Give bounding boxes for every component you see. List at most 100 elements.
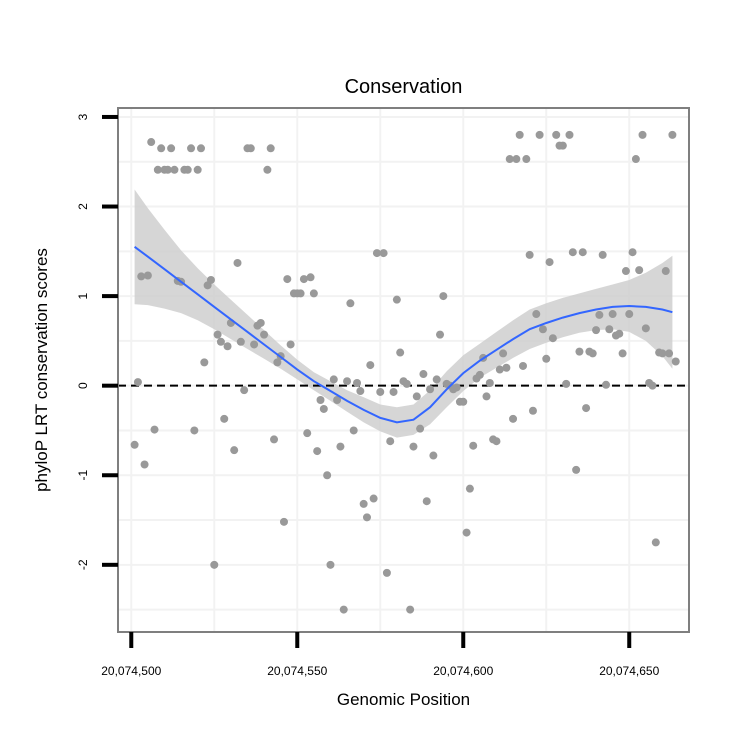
data-point (602, 380, 611, 389)
data-point (668, 130, 677, 139)
data-point (439, 292, 448, 301)
data-point (157, 144, 166, 153)
axes: 20,074,500 20,074,550 20,074,600 20,074,650… (76, 113, 660, 678)
data-point (200, 358, 209, 367)
data-point (548, 334, 557, 343)
data-point (592, 326, 601, 335)
data-point (250, 340, 259, 349)
data-point (436, 330, 445, 339)
data-point (429, 451, 438, 460)
data-point (416, 424, 425, 433)
data-point (565, 130, 574, 139)
data-point (206, 275, 215, 284)
data-point (296, 289, 305, 298)
data-point (658, 349, 667, 358)
data-point (638, 130, 647, 139)
data-point (153, 165, 162, 174)
x-tick-label: 20,074,550 (267, 664, 327, 678)
data-point (353, 378, 362, 387)
data-point (485, 378, 494, 387)
data-point (528, 406, 537, 415)
data-point (349, 426, 358, 435)
data-point (183, 165, 192, 174)
y-tick-label: 0 (76, 382, 90, 389)
data-point (522, 155, 531, 164)
data-point (246, 144, 255, 153)
data-point (525, 250, 534, 259)
data-point (432, 375, 441, 384)
data-point (196, 144, 205, 153)
y-tick-label: 2 (76, 203, 90, 210)
data-point (389, 387, 398, 396)
data-point (263, 165, 272, 174)
data-point (366, 361, 375, 370)
x-tick-label: 20,074,500 (101, 664, 161, 678)
smooth-line-layer (134, 245, 673, 424)
data-point (313, 447, 322, 456)
data-point (326, 560, 335, 569)
data-point (641, 324, 650, 333)
data-point (283, 275, 292, 284)
data-point (515, 130, 524, 139)
data-point (150, 425, 159, 434)
data-points (130, 130, 680, 614)
data-point (396, 348, 405, 357)
data-point (469, 441, 478, 450)
data-point (509, 414, 518, 423)
data-point (193, 165, 202, 174)
x-axis-title: Genomic Position (337, 690, 470, 709)
data-point (426, 385, 435, 394)
data-point (362, 513, 371, 522)
data-point (482, 392, 491, 401)
data-point (419, 370, 428, 379)
data-point (266, 144, 275, 153)
data-point (558, 141, 567, 150)
data-point (382, 568, 391, 577)
data-point (545, 258, 554, 267)
data-point (665, 349, 674, 358)
data-point (465, 484, 474, 493)
confidence-ribbon (134, 189, 673, 438)
data-point (359, 499, 368, 508)
data-point (671, 357, 680, 366)
data-point (648, 381, 657, 390)
data-point (625, 310, 634, 319)
data-point (552, 130, 561, 139)
chart-title: Conservation (345, 76, 463, 98)
data-point (233, 258, 242, 267)
data-point (236, 337, 245, 346)
data-point (535, 130, 544, 139)
data-point (286, 340, 295, 349)
data-point (323, 471, 332, 480)
y-tick-label: -1 (76, 470, 90, 481)
y-tick-label: 1 (76, 292, 90, 299)
data-point (319, 404, 328, 413)
data-point (336, 442, 345, 451)
data-point (595, 310, 604, 319)
data-point (333, 396, 342, 405)
y-tick-label: -2 (76, 559, 90, 570)
data-point (279, 517, 288, 526)
data-point (260, 330, 269, 339)
data-point (230, 446, 239, 455)
data-point (661, 267, 670, 276)
data-point (542, 354, 551, 363)
data-point (588, 349, 597, 358)
data-point (240, 386, 249, 395)
data-point (372, 249, 381, 258)
data-point (316, 396, 325, 405)
data-point (379, 249, 388, 258)
data-point (608, 310, 617, 319)
y-tick-label: 3 (76, 113, 90, 120)
data-point (343, 377, 352, 386)
data-point (346, 299, 355, 308)
data-point (220, 414, 229, 423)
data-point (376, 387, 385, 396)
data-point (409, 442, 418, 451)
data-point (130, 440, 139, 449)
data-point (502, 363, 511, 372)
panel-border (117, 107, 690, 633)
data-point (137, 272, 146, 281)
data-point (621, 267, 630, 276)
